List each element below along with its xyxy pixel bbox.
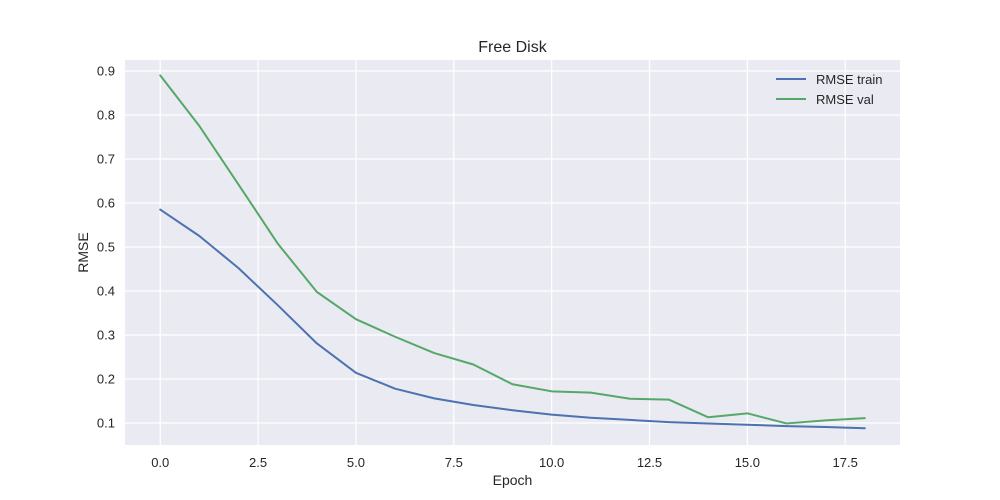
y-tick-label: 0.9 [97, 64, 115, 79]
y-tick-labels: 0.1 0.2 0.3 0.4 0.5 0.6 0.7 0.8 0.9 [97, 64, 115, 431]
y-axis-label: RMSE [75, 232, 91, 272]
legend: RMSE train RMSE val [776, 72, 882, 107]
y-tick-label: 0.2 [97, 372, 115, 387]
x-tick-labels: 0.0 2.5 5.0 7.5 10.0 12.5 15.0 17.5 [151, 455, 858, 470]
chart-title: Free Disk [478, 39, 547, 56]
x-axis-label: Epoch [493, 472, 533, 488]
y-tick-label: 0.5 [97, 240, 115, 255]
series-line-rmse-val [159, 74, 866, 425]
x-tick-label: 2.5 [249, 455, 267, 470]
x-tick-label: 5.0 [347, 455, 365, 470]
y-tick-label: 0.8 [97, 108, 115, 123]
x-tick-label: 0.0 [151, 455, 169, 470]
x-tick-label: 7.5 [445, 455, 463, 470]
y-tick-label: 0.1 [97, 416, 115, 431]
series-line-rmse-train [159, 208, 866, 430]
y-tick-label: 0.7 [97, 152, 115, 167]
y-tick-label: 0.6 [97, 196, 115, 211]
x-tick-label: 17.5 [833, 455, 858, 470]
x-tick-label: 15.0 [735, 455, 760, 470]
y-tick-label: 0.4 [97, 284, 115, 299]
series-lines [159, 74, 866, 430]
legend-label-val: RMSE val [816, 92, 874, 107]
x-tick-label: 10.0 [539, 455, 564, 470]
legend-label-train: RMSE train [816, 72, 882, 87]
grid [125, 60, 900, 445]
plot-area [125, 60, 900, 445]
x-tick-label: 12.5 [637, 455, 662, 470]
y-tick-label: 0.3 [97, 328, 115, 343]
